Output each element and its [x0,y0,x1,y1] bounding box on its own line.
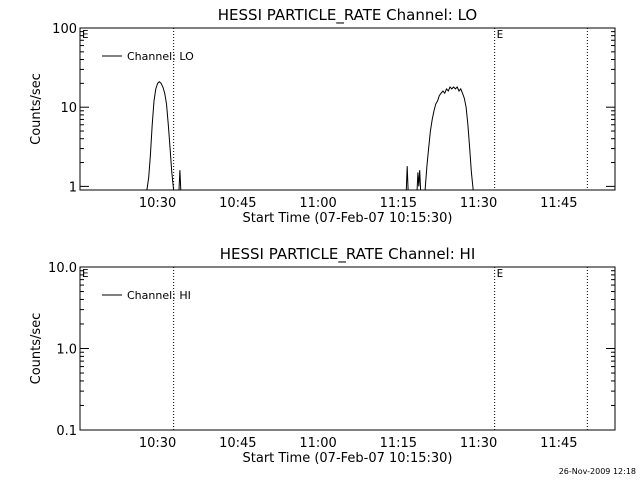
x-tick-label: 11:00 [299,196,336,211]
x-tick-label: 11:15 [380,436,417,451]
x-tick-label: 11:30 [460,196,497,211]
chart-title: HESSI PARTICLE_RATE Channel: LO [218,6,477,25]
series-line-segment [146,81,175,191]
eclipse-marker-label: E [497,267,504,280]
x-tick-label: 10:45 [219,196,256,211]
series-line-segment [178,170,182,191]
x-axis-label: Start Time (07-Feb-07 10:15:30) [243,211,453,226]
x-tick-label: 11:45 [540,436,577,451]
y-tick-label: 1 [69,180,77,195]
chart-title: HESSI PARTICLE_RATE Channel: HI [220,245,476,264]
y-axis-label: Counts/sec [29,73,44,145]
x-tick-label: 11:45 [540,196,577,211]
legend-entry: Channel: LO [127,50,194,63]
series-line-segment [424,86,474,191]
x-tick-label: 11:15 [380,196,417,211]
y-tick-label: 1.0 [56,343,77,358]
series-line-segment [405,166,409,191]
y-tick-label: 10.0 [48,261,77,276]
generation-timestamp: 26-Nov-2009 12:18 [559,467,636,476]
series-line-segment [416,170,422,191]
eclipse-marker-label: E [497,28,504,41]
y-axis-label: Counts/sec [29,313,44,385]
x-axis-label: Start Time (07-Feb-07 10:15:30) [243,451,453,466]
y-tick-label: 100 [52,22,77,37]
y-tick-label: 10 [60,101,77,116]
x-tick-label: 10:30 [139,436,176,451]
lo-channel-panel: HESSI PARTICLE_RATE Channel: LO 10:30 10:4… [29,6,616,226]
x-tick-label: 11:30 [460,436,497,451]
x-tick-label: 10:30 [139,196,176,211]
legend-entry: Channel: HI [127,289,191,302]
eclipse-marker-label: E [82,267,89,280]
plot-frame [79,27,616,191]
hi-channel-panel: HESSI PARTICLE_RATE Channel: HI 10:30 10:4… [29,245,616,466]
y-tick-label: 0.1 [56,424,77,439]
eclipse-marker-label: E [82,28,89,41]
x-tick-label: 10:45 [219,436,256,451]
x-tick-label: 11:00 [299,436,336,451]
